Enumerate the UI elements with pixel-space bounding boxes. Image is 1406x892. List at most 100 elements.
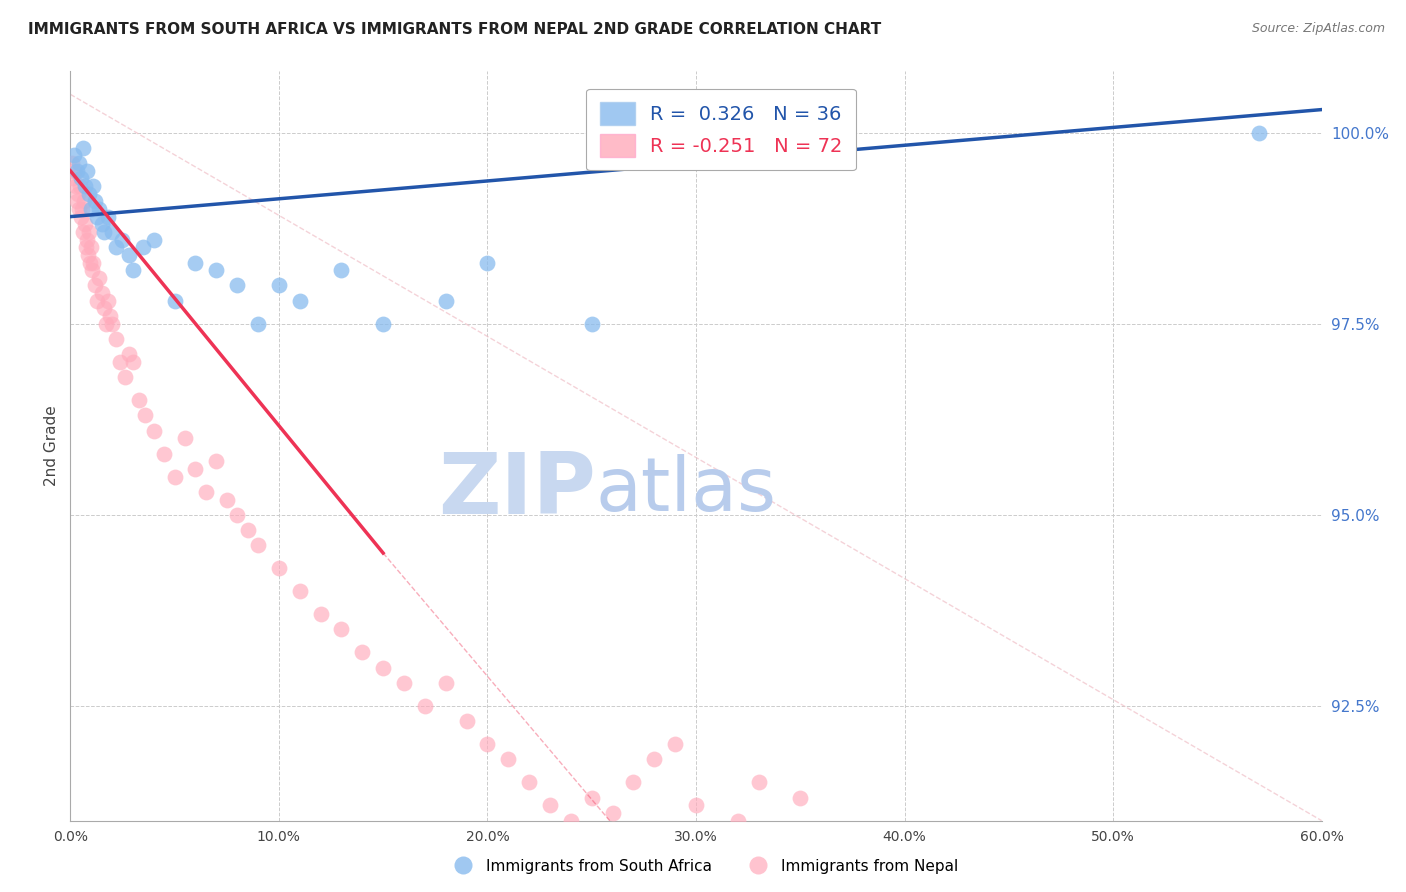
Point xyxy=(89,270,111,285)
Point xyxy=(82,263,104,277)
Point xyxy=(73,179,96,194)
Point xyxy=(132,240,155,254)
Point xyxy=(93,301,115,316)
Point xyxy=(63,148,86,162)
Point xyxy=(352,645,374,659)
Point xyxy=(72,225,94,239)
Point xyxy=(114,370,136,384)
Point xyxy=(371,317,394,331)
Point xyxy=(73,217,96,231)
Point xyxy=(727,814,749,828)
Point xyxy=(392,676,415,690)
Point xyxy=(226,278,249,293)
Point xyxy=(67,202,90,216)
Point xyxy=(105,332,128,346)
Point xyxy=(69,171,91,186)
Point xyxy=(330,263,353,277)
Point xyxy=(664,737,686,751)
Text: atlas: atlas xyxy=(596,454,778,527)
Point xyxy=(90,217,112,231)
Point xyxy=(226,508,249,522)
Point xyxy=(163,469,186,483)
Point xyxy=(110,355,132,369)
Point xyxy=(121,355,145,369)
Legend: R =  0.326   N = 36, R = -0.251   N = 72: R = 0.326 N = 36, R = -0.251 N = 72 xyxy=(586,88,856,170)
Point xyxy=(247,317,270,331)
Point xyxy=(69,210,91,224)
Point xyxy=(86,210,108,224)
Point xyxy=(60,156,83,170)
Point xyxy=(184,255,207,269)
Point xyxy=(101,317,124,331)
Point xyxy=(134,409,156,423)
Point xyxy=(581,790,603,805)
Point xyxy=(72,141,94,155)
Point xyxy=(76,163,98,178)
Point xyxy=(121,263,145,277)
Point xyxy=(75,240,97,254)
Point xyxy=(434,676,457,690)
Point xyxy=(215,492,238,507)
Point xyxy=(184,462,207,476)
Point xyxy=(89,202,111,216)
Point xyxy=(67,156,90,170)
Point xyxy=(205,454,228,468)
Point xyxy=(174,431,197,445)
Text: Source: ZipAtlas.com: Source: ZipAtlas.com xyxy=(1251,22,1385,36)
Point xyxy=(94,317,117,331)
Point xyxy=(288,584,311,599)
Point xyxy=(118,347,141,361)
Point xyxy=(194,484,217,499)
Point xyxy=(517,775,540,789)
Point xyxy=(498,752,520,766)
Point xyxy=(621,775,644,789)
Point xyxy=(111,233,134,247)
Point xyxy=(84,194,107,209)
Point xyxy=(288,293,311,308)
Point xyxy=(80,202,103,216)
Point xyxy=(267,561,290,575)
Point xyxy=(69,179,91,194)
Point xyxy=(101,225,124,239)
Point xyxy=(98,309,121,323)
Point xyxy=(685,798,707,813)
Point xyxy=(413,698,436,713)
Point xyxy=(309,607,332,622)
Point xyxy=(77,248,100,262)
Point xyxy=(1249,126,1271,140)
Point xyxy=(77,225,100,239)
Point xyxy=(86,293,108,308)
Point xyxy=(118,248,141,262)
Point xyxy=(70,202,93,216)
Point xyxy=(82,255,104,269)
Text: ZIP: ZIP xyxy=(439,450,596,533)
Point xyxy=(602,805,624,820)
Point xyxy=(267,278,290,293)
Point xyxy=(247,538,270,552)
Point xyxy=(97,293,120,308)
Point xyxy=(65,179,87,194)
Point xyxy=(65,163,87,178)
Y-axis label: 2nd Grade: 2nd Grade xyxy=(44,406,59,486)
Point xyxy=(330,623,353,637)
Point xyxy=(80,240,103,254)
Point xyxy=(434,293,457,308)
Point xyxy=(93,225,115,239)
Text: IMMIGRANTS FROM SOUTH AFRICA VS IMMIGRANTS FROM NEPAL 2ND GRADE CORRELATION CHAR: IMMIGRANTS FROM SOUTH AFRICA VS IMMIGRAN… xyxy=(28,22,882,37)
Point xyxy=(65,194,87,209)
Point xyxy=(789,790,811,805)
Point xyxy=(142,233,165,247)
Point xyxy=(76,233,98,247)
Point xyxy=(477,737,499,751)
Point xyxy=(63,163,86,178)
Point xyxy=(560,814,582,828)
Point xyxy=(236,523,259,537)
Point xyxy=(163,293,186,308)
Point xyxy=(79,255,101,269)
Point xyxy=(153,447,176,461)
Point xyxy=(82,179,104,194)
Point xyxy=(128,393,150,408)
Point xyxy=(62,171,84,186)
Point xyxy=(84,278,107,293)
Point xyxy=(581,317,603,331)
